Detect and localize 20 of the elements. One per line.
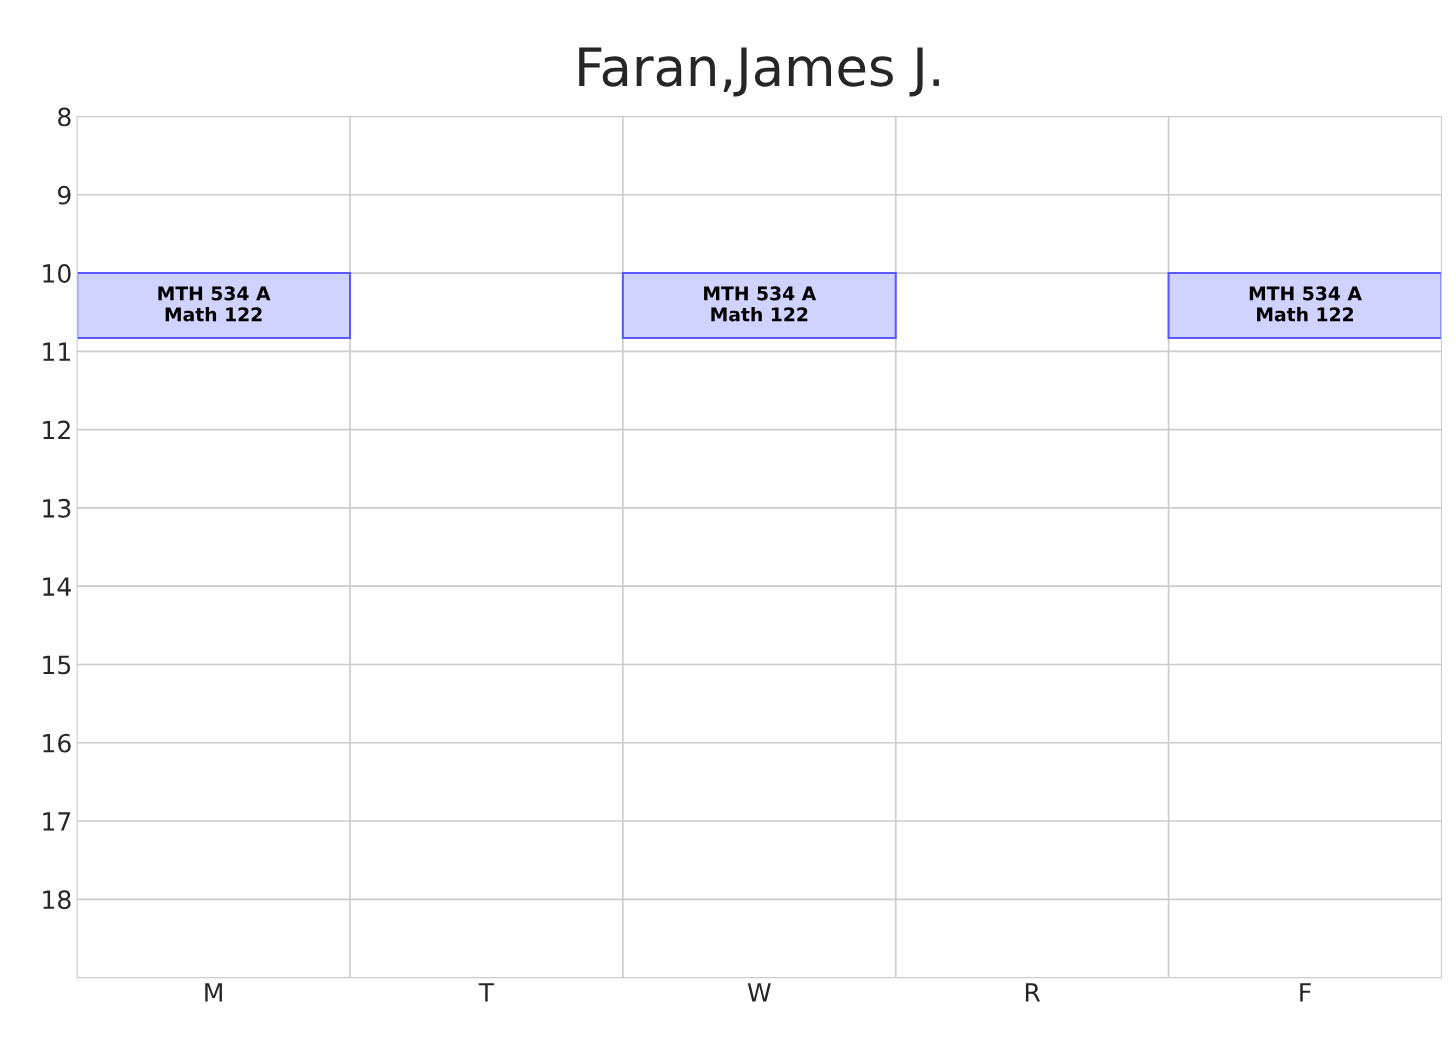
x-tick-label: W: [747, 983, 771, 1002]
x-tick-label: M: [205, 983, 222, 1002]
x-tick-label: T: [478, 983, 495, 1002]
y-tick-label: 8: [58, 107, 71, 127]
y-tick-label: 14: [43, 577, 71, 596]
y-tick-label: 18: [43, 890, 71, 910]
x-tick-label: R: [1025, 983, 1041, 1002]
y-tick-label: 12: [43, 420, 70, 440]
x-tick-label: F: [1300, 983, 1311, 1002]
y-tick-label: 9: [57, 185, 71, 205]
y-tick-label: 15: [43, 655, 71, 675]
y-tick-label: 13: [43, 498, 71, 518]
y-tick-label: 10: [43, 263, 71, 283]
data-label: MTH 534 A Math 122: [1249, 286, 1362, 322]
y-tick-label: 17: [43, 812, 71, 831]
chart-title: Faran,James J.: [579, 47, 939, 97]
data-label: MTH 534 A Math 122: [158, 286, 271, 322]
y-tick-label: 11: [43, 342, 70, 361]
y-tick-label: 16: [43, 733, 71, 753]
data-label: MTH 534 A Math 122: [704, 286, 817, 322]
